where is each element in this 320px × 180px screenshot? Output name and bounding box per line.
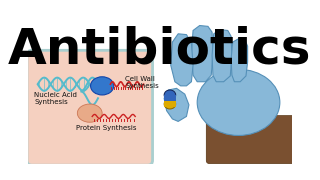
Text: Protein Synthesis: Protein Synthesis (76, 125, 137, 131)
Text: Nucleic Acid
Synthesis: Nucleic Acid Synthesis (34, 92, 77, 105)
Polygon shape (231, 39, 248, 82)
Polygon shape (164, 88, 189, 121)
Polygon shape (212, 30, 232, 82)
Ellipse shape (164, 99, 176, 109)
Text: Cell Wall
Synthesis: Cell Wall Synthesis (125, 76, 159, 89)
FancyBboxPatch shape (27, 50, 153, 165)
Ellipse shape (197, 69, 280, 136)
Ellipse shape (91, 77, 114, 95)
Bar (164, 95, 176, 104)
Polygon shape (191, 26, 213, 82)
Polygon shape (171, 34, 193, 86)
Text: Antibiotics: Antibiotics (8, 26, 312, 73)
Bar (164, 101, 176, 107)
FancyBboxPatch shape (206, 116, 296, 164)
Ellipse shape (77, 104, 102, 122)
Ellipse shape (164, 90, 176, 100)
